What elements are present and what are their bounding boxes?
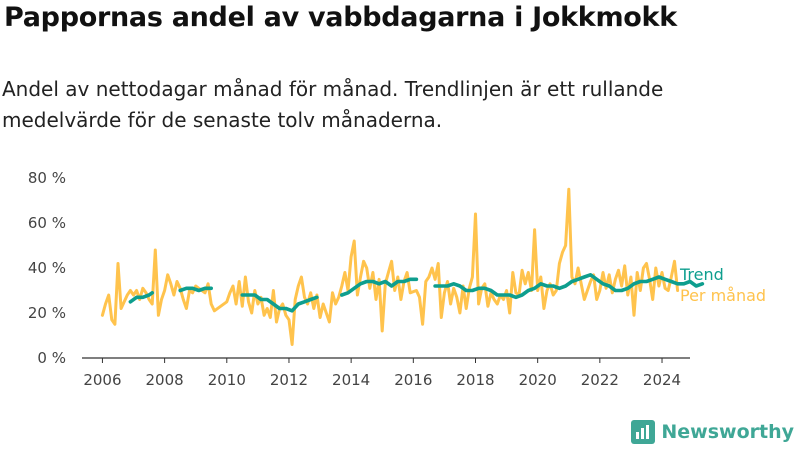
x-tick-label: 2016 — [394, 371, 432, 389]
x-tick-label: 2018 — [456, 371, 494, 389]
x-axis-ticks: 2006 2008 2010 2012 2014 2016 2018 2020 2022 2024 — [83, 358, 681, 389]
x-tick-label: 2008 — [146, 371, 184, 389]
trend-series-line — [340, 277, 419, 297]
logo-icon — [631, 420, 656, 444]
brand-name: Newsworthy — [661, 421, 794, 443]
y-tick-label: 40 % — [28, 259, 66, 277]
x-tick-label: 2020 — [519, 371, 557, 389]
legend-label: Trend — [679, 265, 724, 284]
y-tick-label: 80 % — [28, 169, 66, 187]
trend-series-line — [178, 286, 213, 293]
y-tick-label: 0 % — [37, 349, 66, 367]
x-tick-label: 2006 — [83, 371, 121, 389]
trend-series-line — [128, 291, 154, 304]
legend: Trend Per månad — [679, 265, 766, 305]
newsworthy-logo: Newsworthy — [631, 420, 794, 444]
chart-title: Pappornas andel av vabbdagarna i Jokkmok… — [4, 2, 677, 33]
chart-subtitle: Andel av nettodagar månad för månad. Tre… — [2, 77, 664, 132]
x-tick-label: 2010 — [208, 371, 246, 389]
series-layer — [100, 187, 705, 346]
y-tick-label: 20 % — [28, 304, 66, 322]
monthly-series-line — [100, 187, 680, 346]
legend-label: Per månad — [680, 286, 766, 305]
trend-series-line — [240, 293, 319, 313]
x-tick-label: 2012 — [270, 371, 308, 389]
y-tick-label: 60 % — [28, 214, 66, 232]
x-tick-label: 2024 — [643, 371, 681, 389]
trend-series-line — [433, 273, 705, 300]
x-tick-label: 2022 — [581, 371, 619, 389]
y-axis-ticks: 0 % 20 % 40 % 60 % 80 % — [28, 169, 66, 367]
x-tick-label: 2014 — [332, 371, 370, 389]
